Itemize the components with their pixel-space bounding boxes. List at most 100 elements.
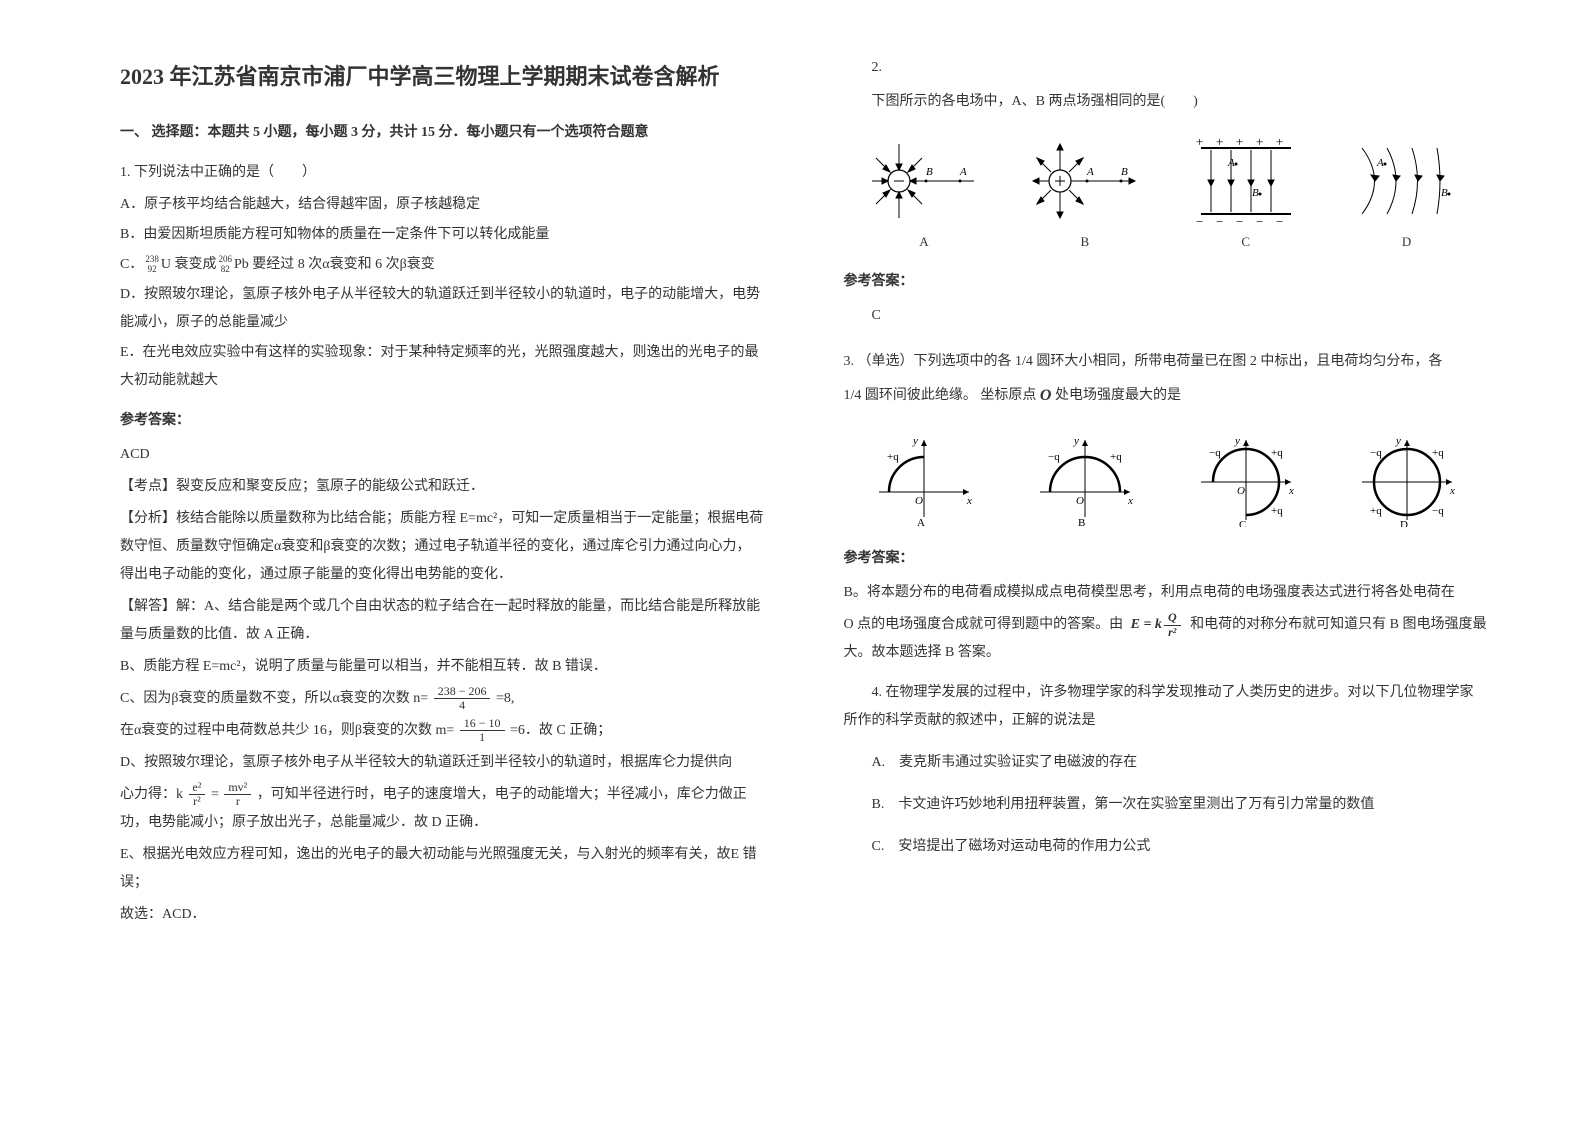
- arc-diagram-c-svg: x y O −q +q +q C: [1191, 432, 1301, 527]
- q3-diagram-c: x y O −q +q +q C: [1191, 432, 1301, 527]
- q3-answer-body-2: O 点的电场强度合成就可得到题中的答案。由 E = k Q r² 和电荷的对称分…: [844, 611, 1488, 667]
- q1-opt-a: A．原子核平均结合能越大，结合得越牢固，原子核越稳定: [120, 191, 764, 219]
- q1-c-prefix: C．: [120, 251, 143, 279]
- q3-stem-2: 1/4 圆环间彼此绝缘。 坐标原点 O 处电场强度最大的是: [844, 380, 1488, 412]
- q1-opt-c: C． 238 92 U 衰变成 206 82 Pb 要经过 8 次α衰变和 6 …: [120, 251, 764, 279]
- u-atomic: 92: [148, 265, 157, 275]
- q3-answer-heading: 参考答案：: [844, 547, 1488, 567]
- svg-text:−: −: [1196, 214, 1203, 226]
- svg-text:+q: +q: [1370, 505, 1382, 517]
- svg-text:−q: −q: [1432, 505, 1444, 517]
- frac-den: r: [232, 795, 244, 808]
- jieda-d-pre: 心力得：k: [120, 787, 183, 802]
- coulomb-field-formula: E = k Q r²: [1131, 611, 1183, 639]
- svg-text:+q: +q: [1110, 451, 1122, 463]
- q3-ans2-pre: O 点的电场强度合成就可得到题中的答案。由: [844, 617, 1124, 632]
- coulomb-fraction-1: e² r²: [189, 781, 206, 808]
- field-diagram-b-svg: A B: [1025, 136, 1145, 226]
- q1-opt-b: B．由爱因斯坦质能方程可知物体的质量在一定条件下可以转化成能量: [120, 221, 764, 249]
- field-diagram-c-svg: +++++ −−−−− A B: [1186, 136, 1306, 226]
- q3-diagram-b: x y O −q +q B: [1030, 432, 1140, 527]
- q1-jieda-b: B、质能方程 E=mc²，说明了质量与能量可以相当，并不能相互转．故 B 错误．: [120, 653, 764, 681]
- jieda-c2-pre: 在α衰变的过程中电荷数总共少 16，则β衰变的次数 m=: [120, 723, 454, 738]
- field-diagram-a-svg: B A: [864, 136, 984, 226]
- q3-diagram-a: x y O +q A: [869, 432, 979, 527]
- svg-text:+: +: [1256, 136, 1263, 149]
- svg-text:y: y: [1073, 435, 1079, 447]
- q1-fenxi: 【分析】核结合能除以质量数称为比结合能；质能方程 E=mc²，可知一定质量相当于…: [120, 505, 764, 589]
- svg-text:x: x: [1127, 495, 1133, 507]
- q4-opt-b: B. 卡文迪许巧妙地利用扭秤装置，第一次在实验室里测出了万有引力常量的数值: [844, 791, 1488, 819]
- q3-answer-body-1: B。将本题分布的电荷看成模拟成点电荷模型思考，利用点电荷的电场强度表达式进行将各…: [844, 579, 1488, 607]
- svg-text:y: y: [912, 435, 918, 447]
- svg-text:O: O: [1076, 495, 1084, 507]
- left-column: 2023 年江苏省南京市浦厂中学高三物理上学期期末试卷含解析 一、 选择题：本题…: [100, 60, 804, 1082]
- svg-text:+: +: [1196, 136, 1203, 149]
- svg-text:y: y: [1395, 435, 1401, 447]
- svg-text:−: −: [1256, 214, 1263, 226]
- svg-text:−: −: [1216, 214, 1223, 226]
- q1-jieda-d-eq: 心力得：k e² r² = mv² r ，可知半径进行时，电子的速度增大，电子的…: [120, 781, 764, 837]
- svg-text:C: C: [1239, 519, 1246, 527]
- alpha-count-fraction: 238 − 206 4: [434, 685, 491, 712]
- svg-text:B: B: [1121, 166, 1128, 178]
- q2-answer-heading: 参考答案：: [844, 270, 1488, 290]
- q4-opt-c: C. 安培提出了磁场对运动电荷的作用力公式: [844, 833, 1488, 861]
- svg-text:x: x: [966, 495, 972, 507]
- svg-text:−q: −q: [1209, 447, 1221, 459]
- q2-diagram-d: A B D: [1347, 136, 1467, 250]
- svg-text:+: +: [1276, 136, 1283, 149]
- frac-num: 16 − 10: [460, 717, 505, 731]
- svg-text:+: +: [1216, 136, 1223, 149]
- q4-stem: 4. 在物理学发展的过程中，许多物理学家的科学发现推动了人类历史的进步。对以下几…: [844, 679, 1488, 735]
- centripetal-fraction: mv² r: [224, 781, 251, 808]
- svg-text:A: A: [917, 517, 925, 527]
- label-c: C: [1186, 234, 1306, 250]
- q3-diagrams: x y O +q A x y O −q +q B: [844, 432, 1488, 527]
- svg-text:−q: −q: [1048, 451, 1060, 463]
- q4-opt-a: A. 麦克斯韦通过实验证实了电磁波的存在: [844, 749, 1488, 777]
- svg-text:+q: +q: [1271, 447, 1283, 459]
- q3-stem-post: 1/4 圆环间彼此绝缘。 坐标原点: [844, 388, 1040, 403]
- svg-text:+: +: [1236, 136, 1243, 149]
- q1-jieda-e: E、根据光电效应方程可知，逸出的光电子的最大初动能与光照强度无关，与入射光的频率…: [120, 841, 764, 897]
- svg-text:−: −: [1276, 214, 1283, 226]
- q1-jieda-d-pre: D、按照玻尔理论，氢原子核外电子从半径较大的轨道跃迁到半径较小的轨道时，根据库仑…: [120, 749, 764, 777]
- q1-guxuan: 故选：ACD．: [120, 901, 764, 929]
- svg-text:B: B: [1252, 187, 1259, 199]
- svg-text:A: A: [959, 166, 967, 178]
- q3-diagram-d: x y −q +q +q −q D: [1352, 432, 1462, 527]
- beta-count-fraction: 16 − 10 1: [460, 717, 505, 744]
- jieda-c-post: =8,: [496, 691, 514, 706]
- svg-text:B: B: [1441, 187, 1448, 199]
- svg-text:x: x: [1288, 485, 1294, 497]
- label-b: B: [1025, 234, 1145, 250]
- frac-num: mv²: [224, 781, 251, 795]
- frac-den: r²: [189, 795, 205, 808]
- q1-jieda-c2: 在α衰变的过程中电荷数总共少 16，则β衰变的次数 m= 16 − 10 1 =…: [120, 717, 764, 745]
- jieda-c2-post: =6．故 C 正确；: [510, 723, 611, 738]
- q1-stem: 1. 下列说法中正确的是（ ）: [120, 159, 764, 187]
- frac-num: 238 − 206: [434, 685, 491, 699]
- q2-stem: 下图所示的各电场中，A、B 两点场强相同的是( ): [844, 88, 1488, 116]
- frac-den: 4: [455, 699, 469, 712]
- label-a: A: [864, 234, 984, 250]
- svg-text:D: D: [1400, 519, 1408, 527]
- svg-text:B: B: [926, 166, 933, 178]
- q2-diagram-b: A B B: [1025, 136, 1145, 250]
- arc-diagram-d-svg: x y −q +q +q −q D: [1352, 432, 1462, 527]
- q2-diagrams: B A A: [844, 136, 1488, 250]
- jieda-c-pre: C、因为β衰变的质量数不变，所以α衰变的次数 n=: [120, 691, 428, 706]
- q3-stem-post2: 处电场强度最大的是: [1055, 388, 1181, 403]
- origin-o-icon: O: [1040, 380, 1052, 412]
- q2-diagram-c: +++++ −−−−− A B C: [1186, 136, 1306, 250]
- svg-text:A: A: [1227, 157, 1235, 169]
- q1-answer-heading: 参考答案：: [120, 409, 764, 429]
- svg-text:x: x: [1449, 485, 1455, 497]
- q2-diagram-a: B A A: [864, 136, 984, 250]
- right-column: 2. 下图所示的各电场中，A、B 两点场强相同的是( ) B: [804, 60, 1508, 1082]
- q3-stem-1: 3. （单选）下列选项中的各 1/4 圆环大小相同，所带电荷量已在图 2 中标出…: [844, 348, 1488, 376]
- svg-text:O: O: [1237, 485, 1245, 497]
- svg-text:A: A: [1086, 166, 1094, 178]
- isotope-pb: 206 82: [218, 255, 232, 275]
